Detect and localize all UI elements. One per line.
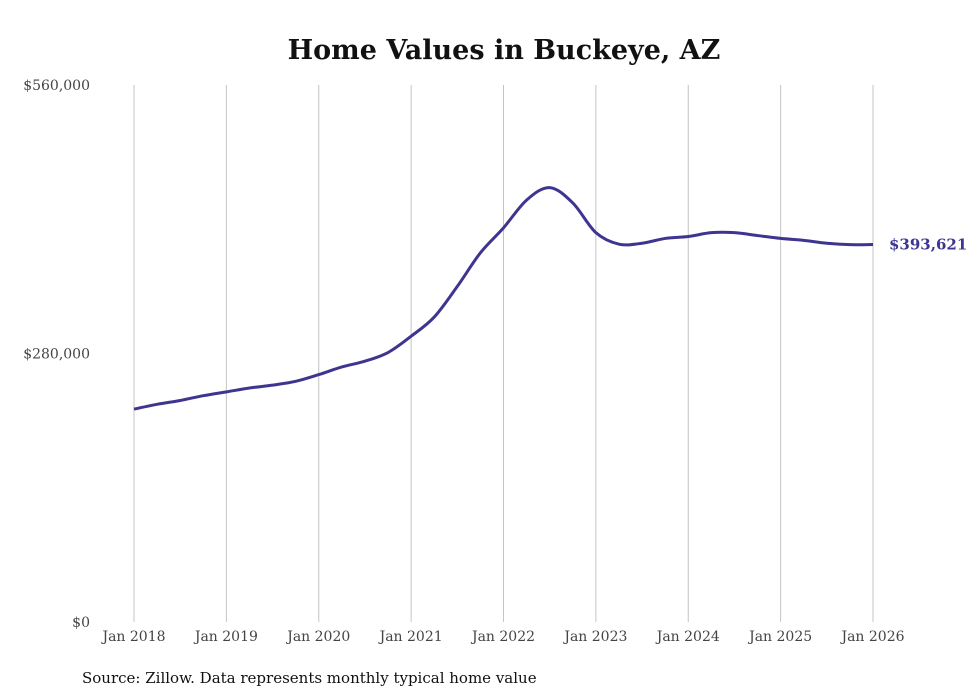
x-tick-label: Jan 2024 bbox=[655, 629, 720, 645]
series-line-home-value bbox=[133, 186, 874, 411]
x-tick-label: Jan 2020 bbox=[285, 629, 350, 645]
x-tick-label: Jan 2026 bbox=[839, 629, 904, 645]
x-tick-label: Jan 2018 bbox=[100, 629, 165, 645]
x-tick-label: Jan 2019 bbox=[193, 629, 258, 645]
x-tick-label: Jan 2022 bbox=[470, 629, 535, 645]
x-tick-label: Jan 2023 bbox=[562, 629, 627, 645]
x-tick-label: Jan 2025 bbox=[747, 629, 812, 645]
y-tick-label: $560,000 bbox=[23, 78, 90, 94]
y-tick-label: $0 bbox=[72, 615, 90, 631]
end-value-label: $393,621 bbox=[889, 236, 967, 254]
y-tick-label: $280,000 bbox=[23, 347, 90, 363]
source-note: Source: Zillow. Data represents monthly … bbox=[82, 669, 537, 687]
chart-title: Home Values in Buckeye, AZ bbox=[288, 35, 721, 66]
x-tick-label: Jan 2021 bbox=[378, 629, 443, 645]
